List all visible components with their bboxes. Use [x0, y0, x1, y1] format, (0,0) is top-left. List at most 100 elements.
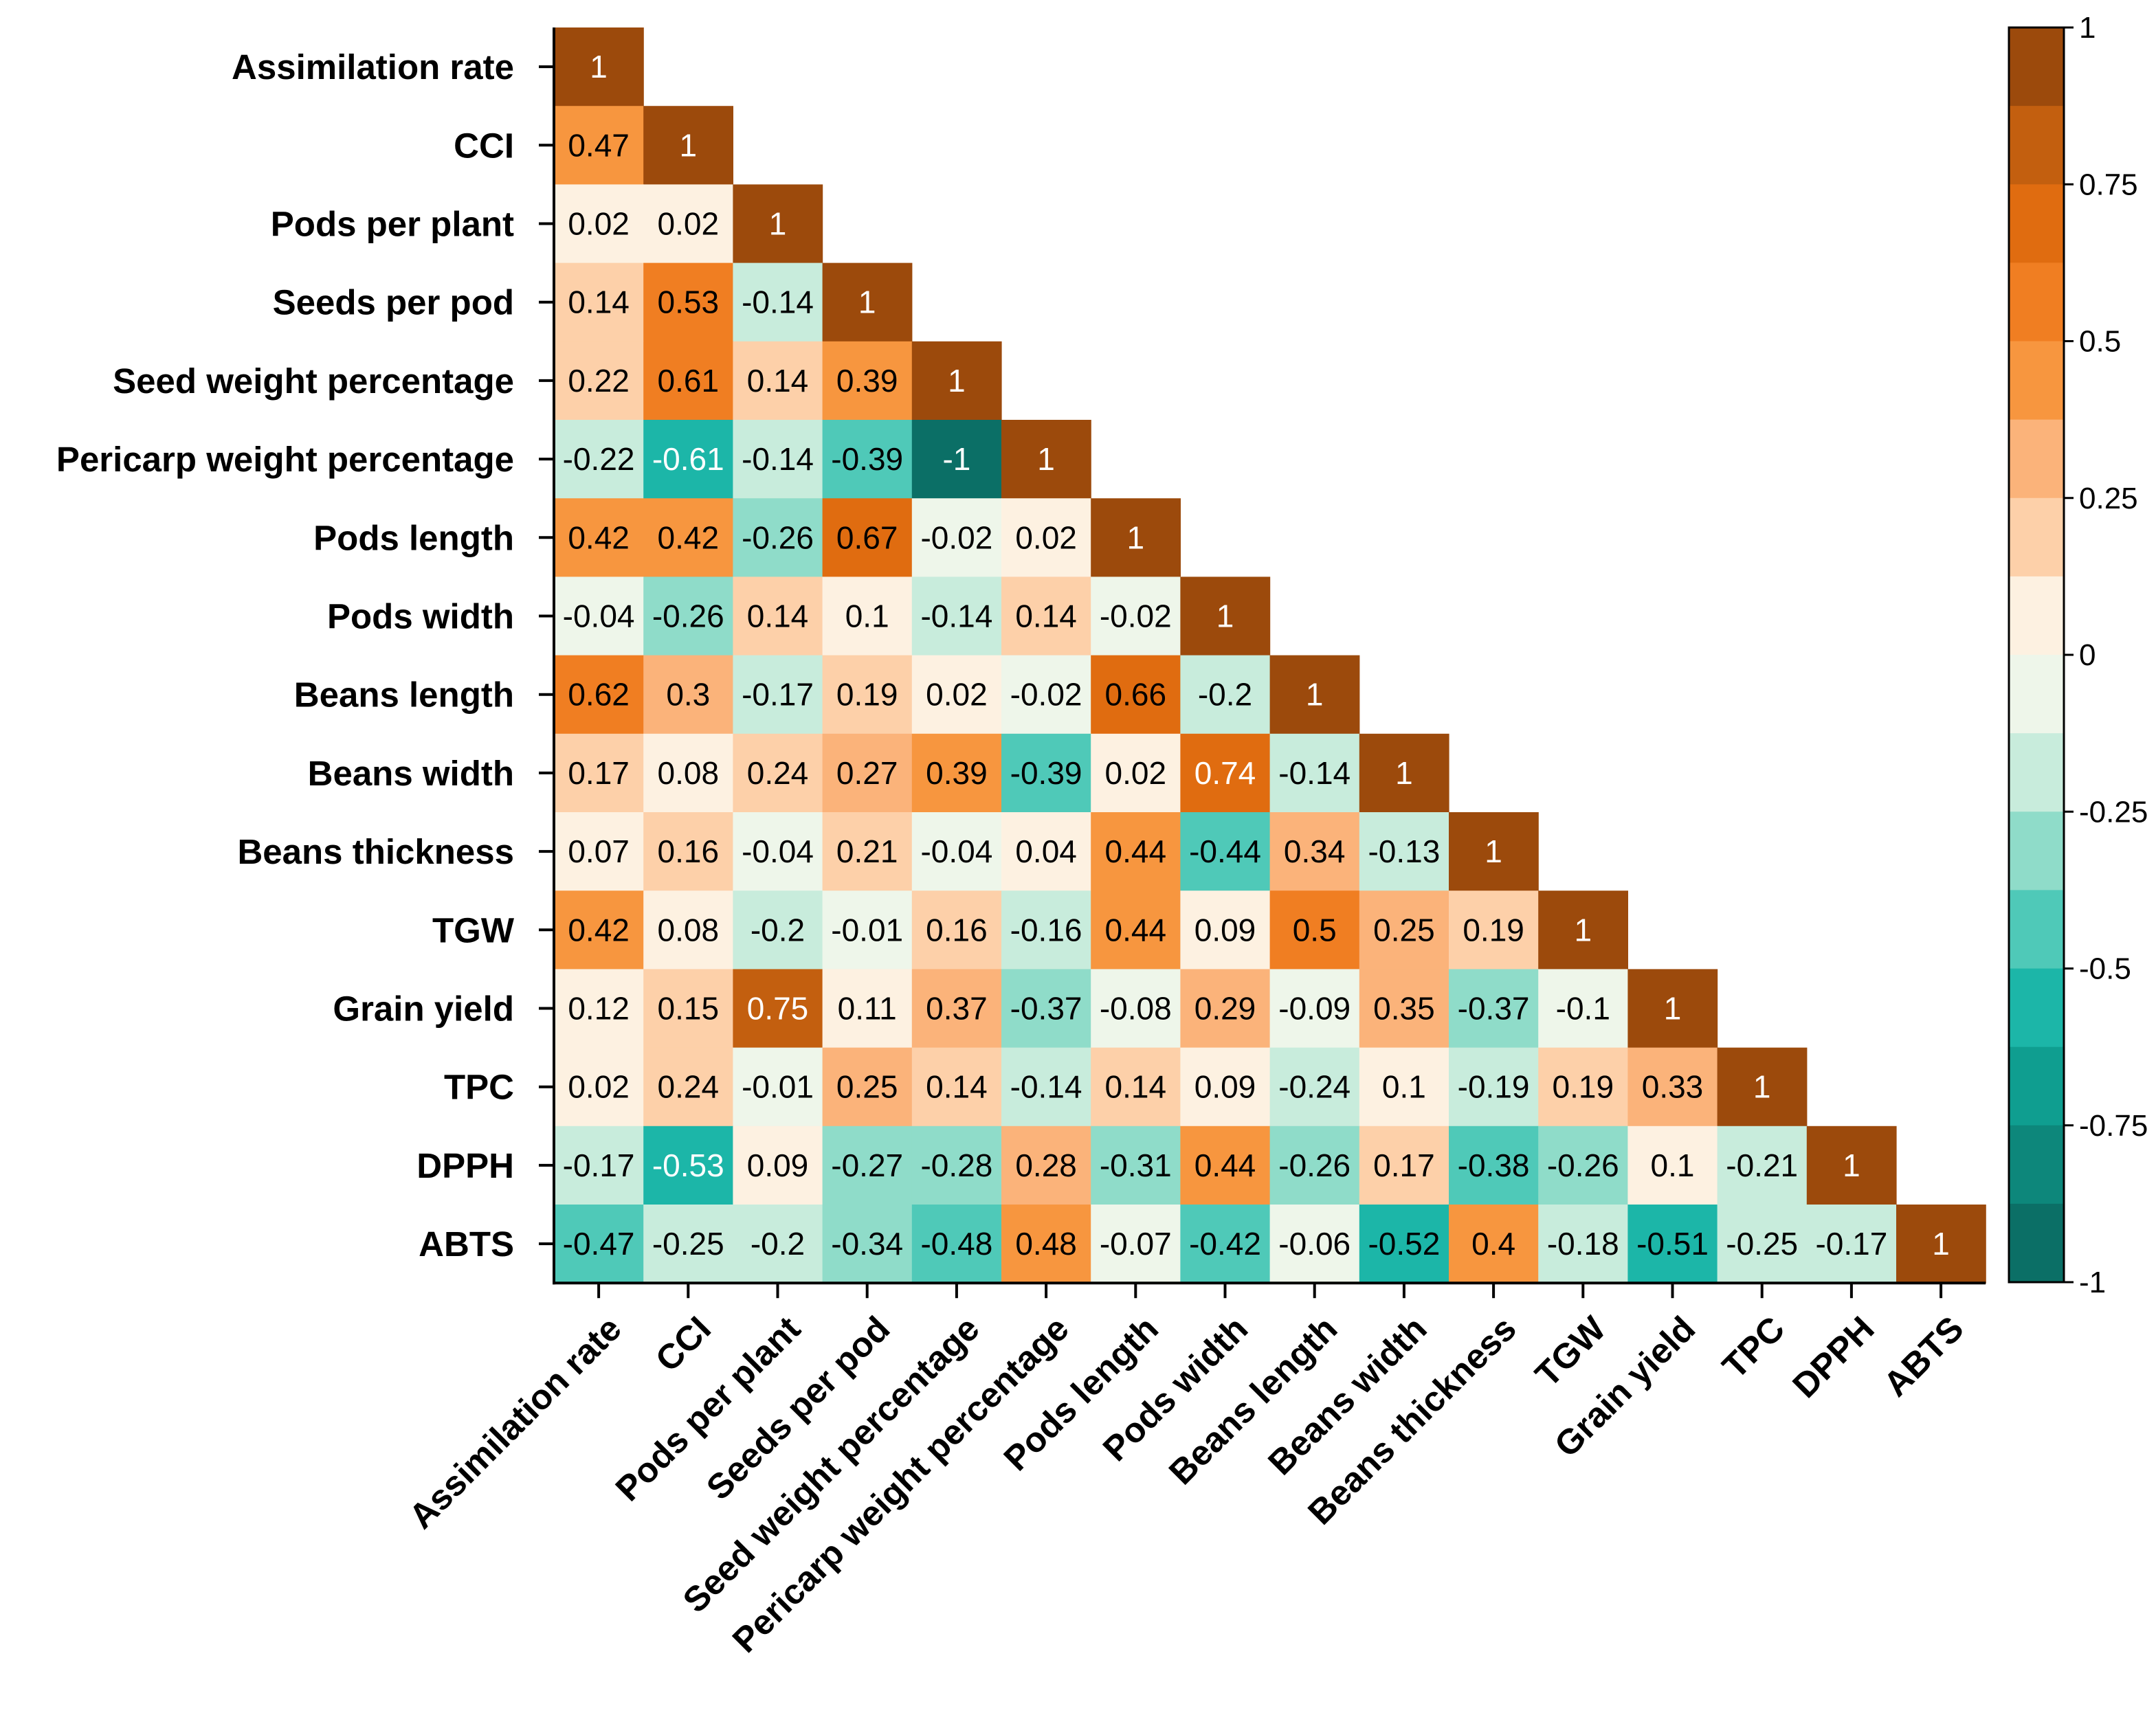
heatmap-cell-beans-width-pods-per-plant — [733, 733, 823, 813]
heatmap-cell-tpc-cci — [643, 1047, 733, 1127]
cell-value-label: 0.44 — [1105, 833, 1167, 869]
heatmap-cell-dpph-pericarp-weight-percentage — [1001, 1126, 1091, 1205]
colorbar-segment — [2009, 733, 2064, 812]
cell-value-label: 0.19 — [836, 677, 898, 713]
cell-value-label: 0.67 — [836, 519, 898, 555]
colorbar: 1 0.75 0.5 0.25 0 -0.25 -0.5 -0.75 -1 — [2008, 11, 2148, 1299]
cell-value-label: -0.27 — [831, 1147, 903, 1183]
heatmap-cell-abts-tpc — [1717, 1205, 1808, 1284]
heatmap-cell-abts-abts — [1896, 1205, 1986, 1284]
cell-value-label: 0.14 — [568, 284, 630, 320]
heatmap-cell-tpc-assimilation-rate — [554, 1047, 644, 1127]
cell-value-label: 1 — [1216, 598, 1234, 634]
heatmap-cell-tgw-tgw — [1538, 891, 1628, 970]
colorbar-segment — [2009, 576, 2064, 656]
cell-value-label: 0.35 — [1373, 991, 1435, 1027]
colorbar-tick-label: 0.5 — [2079, 325, 2121, 359]
cell-value-label: 0.07 — [568, 833, 630, 869]
cell-value-label: 0.62 — [568, 677, 630, 713]
heatmap-cell-pods-per-plant-pods-per-plant — [733, 184, 823, 264]
heatmap-cell-tpc-pods-width — [1180, 1047, 1271, 1127]
heatmap-cell-tpc-pods-per-plant — [733, 1047, 823, 1127]
heatmap-cell-beans-width-pods-width — [1180, 733, 1271, 813]
heatmap-cell-pods-length-seeds-per-pod — [822, 498, 913, 577]
colorbar-segment — [2009, 27, 2064, 107]
heatmap-cell-beans-width-beans-length — [1269, 733, 1360, 813]
heatmap-cell-grain-yield-seeds-per-pod — [822, 969, 913, 1049]
colorbar-tick-label: -0.25 — [2079, 795, 2148, 829]
cell-value-label: 0.09 — [1194, 1069, 1256, 1105]
cell-value-label: 0.17 — [568, 755, 630, 791]
cell-value-label: -0.39 — [1010, 755, 1082, 791]
heatmap-cell-seed-weight-percentage-assimilation-rate — [554, 341, 644, 421]
colorbar-segment — [2009, 341, 2064, 421]
heatmap-cell-cci-cci — [643, 106, 733, 185]
heatmap-cell-tgw-pericarp-weight-percentage — [1001, 891, 1091, 970]
cell-value-label: 0.24 — [747, 755, 809, 791]
cell-value-label: -0.2 — [751, 912, 805, 948]
cell-value-label: 0.74 — [1194, 755, 1256, 791]
heatmap-cell-dpph-assimilation-rate — [554, 1126, 644, 1205]
row-labels: Assimilation rate CCI Pods per plant Seeds … — [56, 47, 515, 1264]
colorbar-segment — [2009, 968, 2064, 1048]
heatmap-cell-pods-length-assimilation-rate — [554, 498, 644, 577]
heatmap-cell-pods-width-cci — [643, 576, 733, 656]
heatmap-cell-pericarp-weight-percentage-seeds-per-pod — [822, 420, 913, 499]
heatmap-cell-tgw-beans-thickness — [1449, 891, 1539, 970]
heatmap-cell-grain-yield-pods-length — [1091, 969, 1181, 1049]
cell-value-label: 0.15 — [658, 991, 720, 1027]
heatmap-cell-tpc-tpc — [1717, 1047, 1808, 1127]
cell-value-label: -0.26 — [1278, 1147, 1351, 1183]
heatmap-cell-dpph-pods-per-plant — [733, 1126, 823, 1205]
cell-value-label: -0.14 — [1010, 1069, 1082, 1105]
cell-value-label: -0.31 — [1100, 1147, 1172, 1183]
heatmap-cell-assimilation-rate-assimilation-rate — [554, 27, 644, 107]
row-label-beans-thickness: Beans thickness — [237, 832, 514, 871]
cell-value-label: -0.26 — [652, 598, 724, 634]
heatmap-cell-abts-tgw — [1538, 1205, 1628, 1284]
heatmap-cell-beans-length-pods-length — [1091, 655, 1181, 735]
cell-value-label: -0.47 — [563, 1226, 635, 1262]
cell-value-label: -0.01 — [742, 1069, 814, 1105]
cell-value-label: 0.14 — [1105, 1069, 1167, 1105]
cell-value-label: 0.02 — [1105, 755, 1167, 791]
cell-value-label: -0.02 — [920, 519, 992, 555]
heatmap-cell-pods-width-pods-length — [1091, 576, 1181, 656]
cell-value-label: -0.17 — [742, 677, 814, 713]
heatmap-cell-seeds-per-pod-seeds-per-pod — [822, 262, 913, 342]
heatmap-cell-pods-length-seed-weight-percentage — [911, 498, 1002, 577]
cell-value-label: 0.04 — [1015, 833, 1077, 869]
cell-value-label: -0.26 — [742, 519, 814, 555]
cell-value-label: -0.53 — [652, 1147, 724, 1183]
cell-value-label: -0.34 — [831, 1226, 903, 1262]
heatmap-cell-beans-length-beans-length — [1269, 655, 1360, 735]
cell-value-label: -0.48 — [920, 1226, 992, 1262]
heatmap-cell-tgw-seed-weight-percentage — [911, 891, 1002, 970]
heatmap-cell-pericarp-weight-percentage-assimilation-rate — [554, 420, 644, 499]
cell-value-label: -0.37 — [1458, 991, 1530, 1027]
cell-value-label: 0.09 — [1194, 912, 1256, 948]
cell-value-label: 0.22 — [568, 363, 630, 399]
cell-value-label: 0.16 — [926, 912, 988, 948]
colorbar-tick-label: -0.75 — [2079, 1109, 2148, 1143]
heatmap-cell-beans-length-seed-weight-percentage — [911, 655, 1002, 735]
cell-value-label: 0.09 — [747, 1147, 809, 1183]
heatmap-cell-seed-weight-percentage-cci — [643, 341, 733, 421]
heatmap-cell-beans-width-pods-length — [1091, 733, 1181, 813]
cell-value-label: 0.28 — [1015, 1147, 1077, 1183]
cell-value-label: 0.02 — [568, 206, 630, 242]
cell-value-label: 0.39 — [836, 363, 898, 399]
row-label-pods-length: Pods length — [313, 518, 514, 557]
cell-value-label: 0.02 — [926, 677, 988, 713]
heatmap-cell-pods-per-plant-assimilation-rate — [554, 184, 644, 264]
heatmap-cell-pericarp-weight-percentage-cci — [643, 420, 733, 499]
heatmap-cell-grain-yield-beans-thickness — [1449, 969, 1539, 1049]
heatmap-cell-seeds-per-pod-assimilation-rate — [554, 262, 644, 342]
heatmap-cell-pods-length-pericarp-weight-percentage — [1001, 498, 1091, 577]
heatmap-cell-seed-weight-percentage-seeds-per-pod — [822, 341, 913, 421]
cell-value-label: 0.34 — [1284, 833, 1346, 869]
cell-value-label: 0.21 — [836, 833, 898, 869]
row-label-beans-length: Beans length — [294, 675, 514, 715]
heatmap-cell-tgw-pods-width — [1180, 891, 1271, 970]
cell-value-label: -0.52 — [1368, 1226, 1440, 1262]
